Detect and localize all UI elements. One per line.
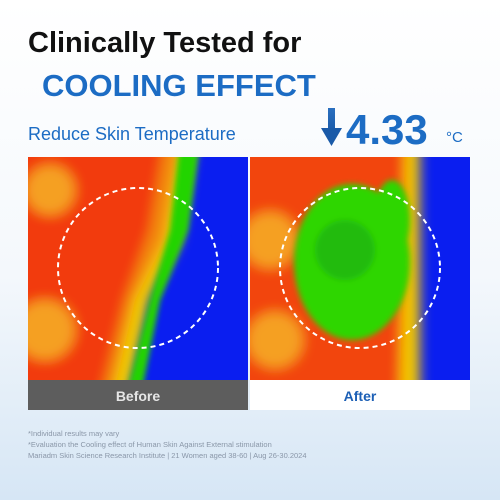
highlight: COOLING EFFECT [42,68,316,103]
title: Clinically Tested for [28,27,301,59]
before-image [28,157,248,380]
temperature-unit: °C [446,129,463,146]
after-bar [250,380,470,410]
footnote: Mariadm Skin Science Research Institute … [28,451,307,460]
after-label: After [344,388,377,404]
dashed-circle [279,187,441,349]
dashed-circle [57,187,219,349]
footnote: *Individual results may vary [28,429,120,438]
before-bar [28,380,248,410]
subtitle: Reduce Skin Temperature [28,124,236,144]
down-arrow [321,108,342,146]
footnote: *Evaluation the Cooling effect of Human … [28,440,272,449]
after-image [250,157,470,380]
before-label: Before [116,388,161,404]
temperature-value: 4.33 [346,106,428,153]
